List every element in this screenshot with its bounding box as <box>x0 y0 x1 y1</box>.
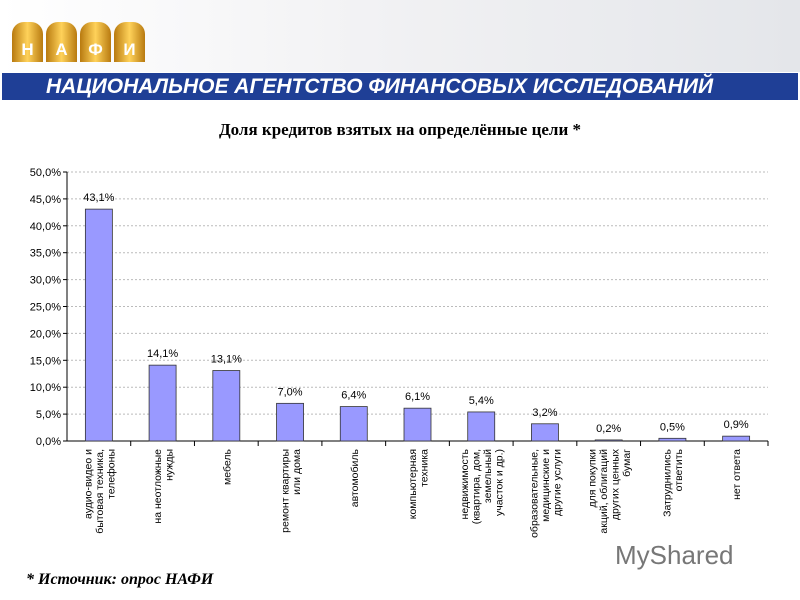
nafi-logo: Н А Ф И <box>12 22 145 62</box>
y-tick-label: 15,0% <box>30 355 61 367</box>
x-category-label: Затруднилисьответить <box>662 448 686 516</box>
logo-letter: А <box>55 40 68 59</box>
x-category-label: аудио-видео ибытовая техника,телефоны <box>82 449 117 534</box>
y-tick-label: 45,0% <box>30 194 61 206</box>
x-category-label: на неотложныенужды <box>152 449 176 524</box>
y-tick-label: 50,0% <box>30 167 61 179</box>
logo-letter: Н <box>21 40 34 59</box>
x-category-label: нет ответа <box>731 449 743 500</box>
x-category-label: образовательные,медицинские идругие услу… <box>528 449 563 538</box>
bar <box>212 370 241 442</box>
x-category-label: для покупкиакций, облигацийдругих ценных… <box>586 448 633 533</box>
bar <box>276 402 304 442</box>
x-category-label: компьютернаятехника <box>407 449 431 519</box>
chart-title: Доля кредитов взятых на определённые цел… <box>218 120 582 139</box>
x-category-label: ремонт квартирыили дома <box>279 449 303 533</box>
bar <box>148 364 177 442</box>
logo-letter: Ф <box>88 40 103 59</box>
bar <box>594 439 623 442</box>
logo-letter: И <box>123 40 136 59</box>
bar <box>403 407 432 442</box>
bar <box>722 435 751 442</box>
y-tick-label: 25,0% <box>30 302 61 314</box>
bar <box>339 406 368 442</box>
data-label: 0,9% <box>724 419 749 431</box>
data-label: 0,5% <box>660 421 685 433</box>
y-tick-label: 20,0% <box>30 328 61 340</box>
data-label: 14,1% <box>147 348 178 360</box>
y-tick-label: 35,0% <box>30 248 61 260</box>
y-tick-label: 0,0% <box>36 436 61 448</box>
bar <box>531 423 559 442</box>
y-tick-label: 10,0% <box>30 382 61 394</box>
agency-banner: НАЦИОНАЛЬНОЕ АГЕНТСТВО ФИНАНСОВЫХ ИССЛЕД… <box>2 73 798 100</box>
y-tick-label: 30,0% <box>30 275 61 287</box>
header: Н А Ф И <box>0 0 800 72</box>
data-label: 6,1% <box>405 391 430 403</box>
data-label: 5,4% <box>469 395 494 407</box>
data-label: 3,2% <box>532 407 557 419</box>
y-tick-label: 5,0% <box>36 409 61 421</box>
x-category-label: автомобиль <box>349 448 361 507</box>
bar <box>84 208 113 442</box>
data-label: 13,1% <box>211 354 242 366</box>
source-note: * Источник: опрос НАФИ <box>26 571 214 588</box>
data-label: 0,2% <box>596 423 621 435</box>
data-label: 7,0% <box>278 386 303 398</box>
bar <box>658 437 687 442</box>
data-label: 6,4% <box>341 390 366 402</box>
watermark: MyShared <box>615 540 734 570</box>
bar <box>467 411 496 442</box>
y-tick-label: 40,0% <box>30 221 61 233</box>
x-category-label: мебель <box>221 448 233 484</box>
x-category-label: недвижимость(квартира, дом,земельныйучас… <box>459 448 506 524</box>
data-label: 43,1% <box>83 192 114 204</box>
